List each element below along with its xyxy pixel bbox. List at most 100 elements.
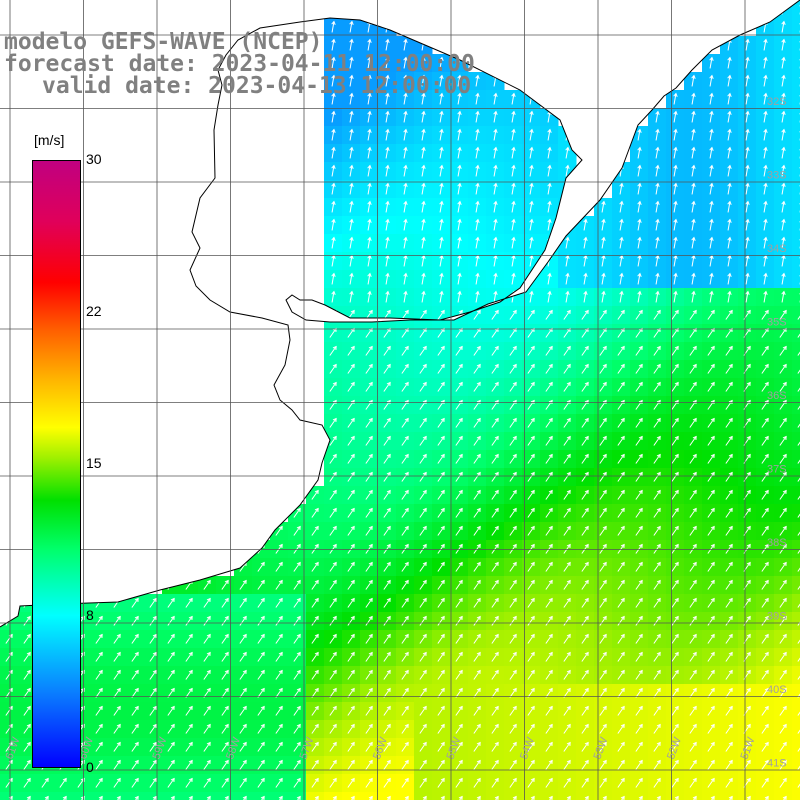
wind-arrow-head	[566, 705, 571, 711]
wind-arrow-head	[440, 687, 445, 693]
wind-arrow-head	[782, 597, 787, 603]
wind-arrow-head	[458, 723, 463, 729]
wind-arrow-head	[332, 687, 337, 693]
wind-arrow	[491, 706, 499, 716]
wind-arrow-head	[224, 651, 229, 657]
wind-arrow-head	[421, 218, 426, 224]
wind-arrow-head	[547, 128, 552, 134]
wind-arrow	[383, 472, 391, 482]
wind-speed-cell	[306, 792, 325, 800]
wind-arrow	[455, 778, 463, 788]
wind-arrow-head	[494, 633, 499, 639]
wind-arrow-head	[494, 651, 499, 657]
wind-arrow-head	[476, 417, 481, 423]
wind-arrow	[221, 616, 229, 626]
wind-speed-cell	[792, 666, 800, 685]
wind-speed-cell	[558, 792, 577, 800]
wind-arrow-head	[566, 363, 571, 369]
wind-arrow	[779, 436, 787, 446]
wind-arrow-head	[728, 435, 733, 441]
wind-arrow	[367, 75, 371, 87]
wind-arrow-head	[439, 236, 444, 242]
wind-speed-cell	[792, 648, 800, 667]
wind-arrow	[473, 562, 481, 572]
wind-arrow-head	[584, 777, 589, 783]
wind-arrow-head	[349, 236, 354, 242]
wind-arrow-head	[385, 110, 390, 116]
wind-arrow-head	[332, 417, 337, 423]
wind-arrow-head	[710, 363, 715, 369]
wind-arrow-head	[764, 489, 769, 495]
wind-arrow	[331, 237, 335, 249]
wind-arrow-head	[709, 128, 714, 134]
wind-arrow-head	[403, 218, 408, 224]
wind-arrow	[709, 291, 713, 303]
wind-arrow	[689, 364, 697, 374]
wind-arrow-head	[746, 489, 751, 495]
wind-arrow	[673, 129, 677, 141]
wind-arrow-head	[601, 272, 606, 278]
wind-arrow-head	[782, 561, 787, 567]
wind-arrow-head	[260, 705, 265, 711]
wind-arrow-head	[350, 633, 355, 639]
wind-arrow-head	[457, 74, 462, 80]
wind-arrow-head	[386, 687, 391, 693]
wind-arrow	[781, 273, 785, 285]
wind-arrow-head	[728, 327, 733, 333]
wind-arrow-head	[116, 651, 121, 657]
wind-arrow-head	[314, 705, 319, 711]
wind-arrow-head	[404, 363, 409, 369]
wind-arrow	[383, 508, 391, 518]
wind-arrow-head	[512, 507, 517, 513]
wind-arrow	[671, 706, 679, 716]
wind-arrow-head	[349, 20, 354, 26]
wind-arrow	[761, 670, 769, 680]
wind-arrow-head	[421, 92, 426, 98]
wind-arrow	[531, 796, 535, 800]
wind-arrow-head	[656, 597, 661, 603]
wind-arrow-head	[727, 56, 732, 62]
wind-arrow	[725, 724, 733, 734]
wind-arrow	[331, 57, 335, 69]
wind-arrow-head	[386, 453, 391, 459]
wind-arrow	[725, 778, 733, 788]
wind-arrow-head	[512, 435, 517, 441]
wind-arrow	[707, 670, 715, 680]
wind-arrow	[275, 652, 283, 662]
wind-arrow-head	[422, 327, 427, 333]
wind-arrow-head	[602, 705, 607, 711]
wind-arrow	[727, 75, 731, 87]
wind-arrow	[671, 688, 679, 698]
wind-arrow	[131, 778, 139, 788]
wind-arrow-head	[745, 92, 750, 98]
wind-arrow	[457, 75, 461, 87]
wind-arrow	[675, 796, 679, 800]
wind-arrow-head	[350, 309, 355, 315]
wind-speed-cell	[792, 0, 800, 19]
wind-arrow	[547, 165, 551, 177]
wind-arrow	[581, 634, 589, 644]
wind-arrow-head	[458, 525, 463, 531]
wind-arrow-head	[764, 435, 769, 441]
wind-arrow-head	[314, 651, 319, 657]
wind-arrow	[635, 436, 643, 446]
wind-arrow	[455, 544, 463, 554]
wind-arrow	[365, 688, 373, 698]
wind-arrow-head	[422, 561, 427, 567]
wind-arrow	[707, 634, 715, 644]
wind-arrow-head	[673, 200, 678, 206]
wind-arrow	[385, 111, 389, 123]
wind-arrow-head	[350, 615, 355, 621]
wind-arrow-head	[727, 92, 732, 98]
wind-arrow-head	[566, 795, 571, 800]
wind-arrow-head	[494, 615, 499, 621]
map-title-model: modelo GEFS-WAVE (NCEP)	[4, 29, 323, 55]
wind-arrow-head	[296, 687, 301, 693]
wind-arrow-head	[691, 290, 696, 296]
wind-arrow-head	[620, 615, 625, 621]
wind-arrow-head	[674, 723, 679, 729]
wind-arrow-head	[332, 651, 337, 657]
wind-arrow	[509, 472, 517, 482]
wind-arrow-head	[349, 146, 354, 152]
